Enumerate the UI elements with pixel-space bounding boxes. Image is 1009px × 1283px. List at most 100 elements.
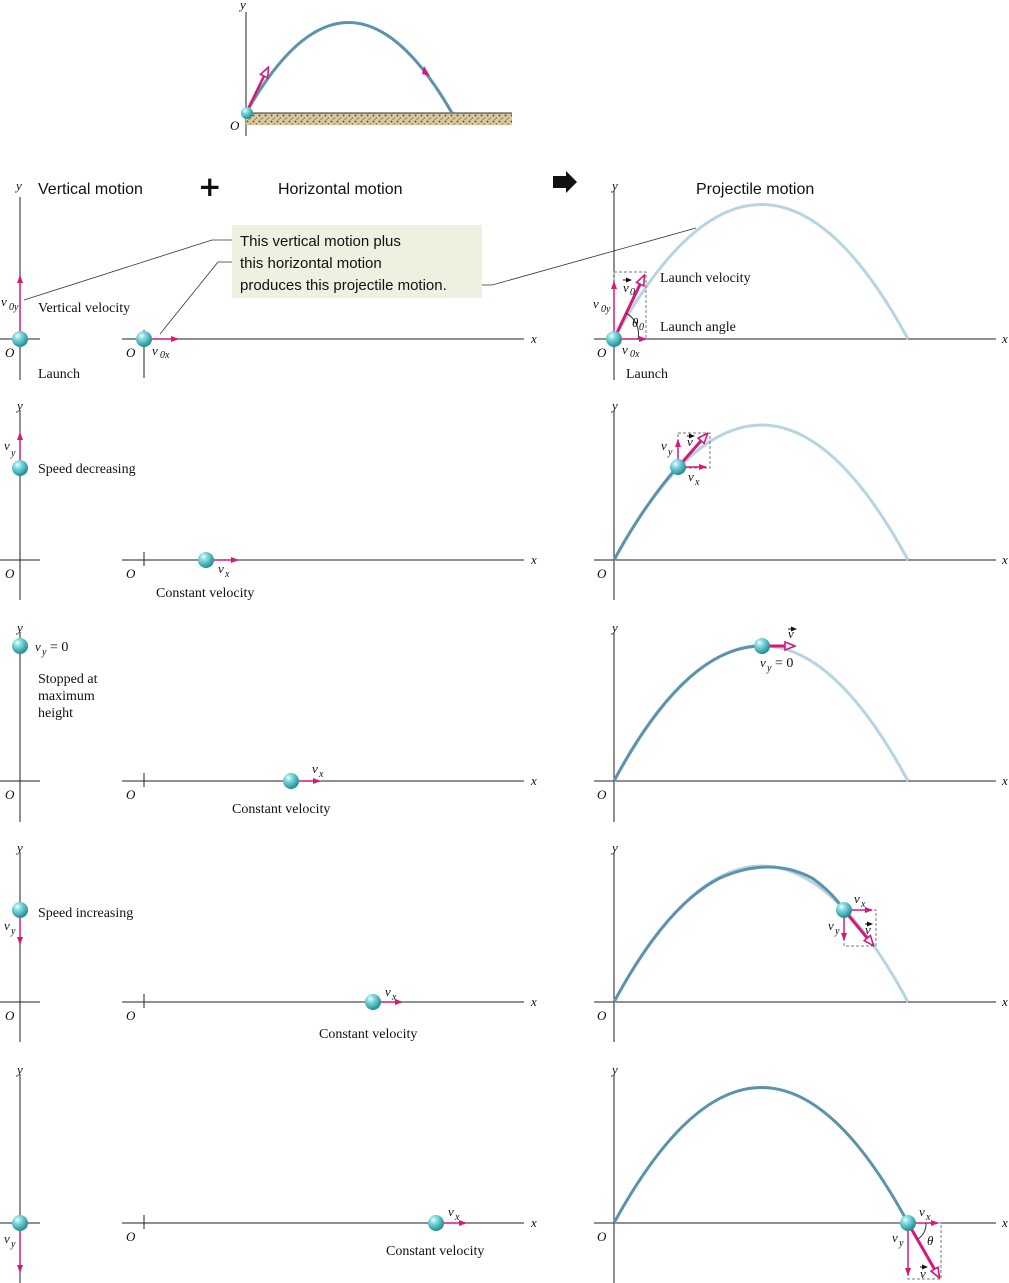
row-landing: y v y O v x Constant velocity x y v x v …	[0, 1062, 1008, 1283]
row1-proj-v0y-symbol: v	[593, 296, 599, 311]
row3-vertical-ball	[12, 638, 28, 654]
svg-text:0: 0	[639, 322, 644, 333]
svg-text:v: v	[218, 561, 224, 576]
row4-vertical-ball	[12, 902, 28, 918]
callout-line-1: This vertical motion plus	[240, 233, 401, 250]
row4-horizontal-ball	[365, 994, 381, 1010]
row1-launch-velocity-label: Launch velocity	[660, 271, 751, 286]
svg-text:v: v	[661, 438, 667, 453]
svg-text:x: x	[1001, 552, 1008, 567]
svg-text:y: y	[15, 398, 23, 413]
top-direction-arrow	[422, 66, 430, 76]
row1-v0x-symbol: v	[152, 343, 158, 358]
row1-horizontal-x-label: x	[530, 331, 537, 346]
row-launch: v 0y Vertical velocity O Launch O v 0x x…	[0, 178, 1008, 382]
svg-text:y: y	[10, 926, 16, 937]
svg-text:= 0: = 0	[50, 640, 68, 655]
svg-text:O: O	[597, 566, 607, 581]
svg-text:v: v	[622, 342, 628, 357]
row1-launch-label: Launch	[38, 367, 80, 382]
plus-sign: +	[198, 170, 221, 203]
svg-text:O: O	[126, 787, 136, 802]
row1-horizontal-origin: O	[126, 345, 136, 360]
row2-constant-velocity-label: Constant velocity	[156, 586, 254, 601]
svg-text:v: v	[448, 1204, 454, 1219]
svg-text:O: O	[5, 787, 15, 802]
row4-speed-increasing-label: Speed increasing	[38, 906, 133, 921]
vertical-y-label-top: y	[14, 178, 22, 193]
top-origin-label: O	[230, 118, 240, 133]
row2-projectile-ball	[670, 459, 686, 475]
row5-theta-symbol: θ	[927, 1233, 934, 1248]
row5-vertical-ball	[12, 1215, 28, 1231]
row5-projectile-ball	[900, 1215, 916, 1231]
horizontal-motion-heading: Horizontal motion	[278, 181, 403, 198]
row1-theta0-symbol: θ	[632, 315, 639, 330]
row2-traveled-path	[612, 465, 680, 561]
row2-speed-decreasing-label: Speed decreasing	[38, 462, 136, 477]
row1-projectile-ball	[606, 331, 622, 347]
svg-text:v: v	[828, 918, 834, 933]
row1-vertical-origin: O	[5, 345, 15, 360]
row3-projectile-ball	[754, 638, 770, 654]
row3-stopped-line1: Stopped at	[38, 672, 98, 687]
svg-text:y: y	[610, 840, 618, 855]
row1-projectile-x-label: x	[1001, 331, 1008, 346]
svg-text:y: y	[898, 1238, 904, 1249]
svg-text:v: v	[854, 891, 860, 906]
svg-text:v: v	[919, 1204, 925, 1219]
svg-text:v: v	[688, 469, 694, 484]
svg-text:O: O	[597, 1008, 607, 1023]
row3-stopped-line2: maximum	[38, 689, 95, 704]
top-trajectory	[244, 21, 454, 114]
svg-text:O: O	[597, 1229, 607, 1244]
svg-text:x: x	[530, 552, 537, 567]
svg-text:x: x	[1001, 994, 1008, 1009]
row1-projectile-y-label: y	[610, 178, 618, 193]
callout-line-2: this horizontal motion	[240, 255, 382, 272]
svg-text:x: x	[318, 769, 324, 780]
vertical-motion-heading: Vertical motion	[38, 181, 143, 198]
top-overview-diagram: y O	[230, 0, 512, 136]
row1-horizontal-ball	[136, 331, 152, 347]
svg-text:y: y	[15, 840, 23, 855]
row5-full-path	[612, 1086, 910, 1224]
svg-text:y: y	[834, 926, 840, 937]
callout-note: This vertical motion plus this horizonta…	[23, 225, 697, 335]
row1-vertical-velocity-label: Vertical velocity	[38, 301, 130, 316]
column-headers: y Vertical motion + Horizontal motion Pr…	[14, 170, 814, 203]
svg-text:x: x	[1001, 773, 1008, 788]
svg-text:v: v	[687, 434, 693, 449]
svg-text:v: v	[920, 1266, 926, 1281]
svg-text:x: x	[530, 994, 537, 1009]
svg-text:O: O	[5, 1008, 15, 1023]
svg-text:x: x	[925, 1212, 931, 1223]
svg-text:v: v	[385, 984, 391, 999]
row1-projectile-path	[612, 203, 910, 340]
svg-text:x: x	[1001, 1215, 1008, 1230]
svg-text:v: v	[788, 626, 794, 641]
svg-text:O: O	[5, 566, 15, 581]
svg-text:v: v	[892, 1230, 898, 1245]
svg-text:v: v	[865, 922, 871, 937]
row-max-height: y v y = 0 Stopped at maximum height O O …	[0, 620, 1008, 822]
svg-text:0: 0	[630, 287, 635, 298]
svg-text:0x: 0x	[630, 349, 640, 360]
row-speed-increasing: y v y Speed increasing O O v x Constant …	[0, 840, 1008, 1042]
svg-text:x: x	[224, 569, 230, 580]
svg-text:O: O	[126, 1008, 136, 1023]
row-speed-decreasing: y v y Speed decreasing O O v x Constant …	[0, 398, 1008, 601]
svg-text:y: y	[667, 447, 673, 458]
row1-v0y-sub: 0y	[9, 302, 19, 313]
row3-horizontal-ball	[283, 773, 299, 789]
ground-strip	[246, 113, 512, 125]
row5-constant-velocity-label: Constant velocity	[386, 1244, 484, 1259]
svg-text:v: v	[4, 918, 10, 933]
svg-text:y: y	[610, 620, 618, 635]
row4-projectile-ball	[836, 902, 852, 918]
svg-text:v: v	[35, 639, 41, 654]
svg-text:y: y	[10, 448, 16, 459]
svg-text:y: y	[15, 1062, 23, 1077]
row1-launch-angle-label: Launch angle	[660, 320, 736, 335]
svg-text:= 0: = 0	[775, 656, 793, 671]
